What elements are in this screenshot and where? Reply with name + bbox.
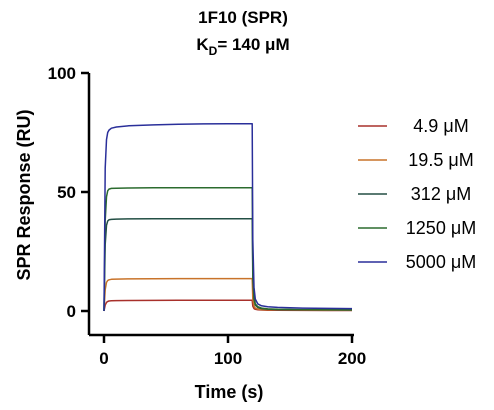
series-line xyxy=(103,122,353,312)
x-tick-label: 100 xyxy=(214,349,242,368)
y-tick-label: 0 xyxy=(67,302,76,321)
legend-label: 4.9 μM xyxy=(413,116,468,136)
series-line xyxy=(103,277,353,312)
series-lines xyxy=(103,122,353,312)
x-tick-label: 200 xyxy=(338,349,366,368)
series-line xyxy=(103,217,353,312)
y-axis-label: SPR Response (RU) xyxy=(14,109,34,280)
subtitle-suffix: = 140 μM xyxy=(217,35,289,54)
subtitle-prefix: K xyxy=(196,35,209,54)
series-line xyxy=(103,186,352,312)
legend-label: 312 μM xyxy=(411,184,471,204)
legend-label: 1250 μM xyxy=(406,218,476,238)
y-ticks: 0 50 100 xyxy=(48,64,89,321)
legend-label: 19.5 μM xyxy=(408,150,473,170)
legend-label: 5000 μM xyxy=(406,252,476,272)
x-tick-label: 0 xyxy=(99,349,108,368)
chart-title: 1F10 (SPR) xyxy=(198,8,288,27)
legend: 4.9 μM 19.5 μM 312 μM 1250 μM 5000 μM xyxy=(358,116,476,272)
x-ticks: 0 100 200 xyxy=(99,335,366,368)
subtitle-subscript: D xyxy=(209,44,218,58)
y-tick-label: 50 xyxy=(57,183,76,202)
y-tick-label: 100 xyxy=(48,64,76,83)
x-axis-label: Time (s) xyxy=(195,382,264,402)
chart-subtitle: KD= 140 μM xyxy=(196,35,289,58)
